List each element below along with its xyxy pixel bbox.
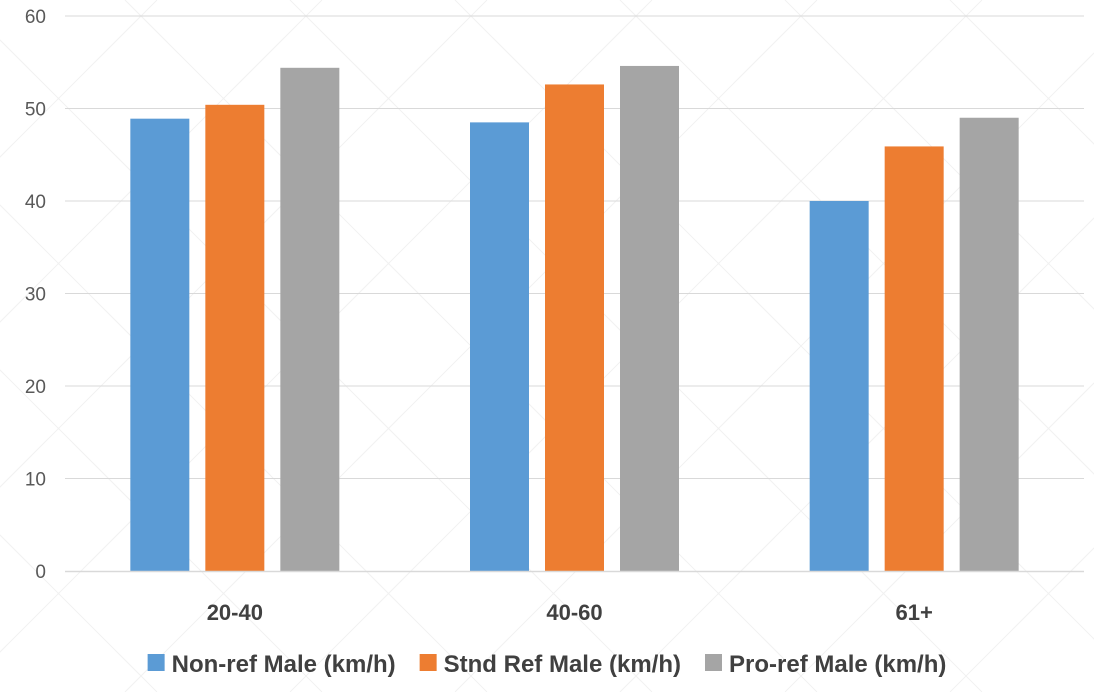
bar-pro-ref-61: [959, 117, 1019, 571]
x-tick-label: 61+: [896, 600, 933, 625]
y-tick-label: 30: [25, 285, 46, 306]
bg-diagonal: [0, 534, 158, 692]
bg-diagonal: [0, 369, 323, 692]
bg-diagonal: [949, 547, 1094, 692]
legend-swatch: [705, 654, 722, 671]
bg-diagonal: [454, 52, 1094, 692]
bar-non-ref-61: [809, 201, 869, 571]
y-axis-ticks: 0 10 20 30 40 50 60: [25, 7, 46, 583]
bar-stnd-61: [884, 146, 944, 572]
x-axis-categories: 20-40 40-60 61+: [207, 600, 933, 625]
y-tick-label: 20: [25, 377, 46, 398]
bg-diagonal: [784, 382, 1094, 692]
bg-diagonal: [949, 0, 1094, 145]
y-tick-label: 40: [25, 192, 46, 213]
y-tick-label: 50: [25, 100, 46, 121]
bar-non-ref-4060: [470, 122, 529, 571]
x-tick-label: 20-40: [207, 600, 263, 625]
legend-entry-label: Non-ref Male (km/h): [172, 651, 396, 678]
legend-entry-label: Stnd Ref Male (km/h): [444, 651, 681, 678]
legend-swatch: [147, 654, 165, 671]
bar-non-ref-2040: [130, 118, 190, 572]
legend: Non-ref Male (km/h) Stnd Ref Male (km/h) P…: [147, 651, 946, 678]
y-tick-label: 10: [25, 470, 46, 491]
bars: [130, 65, 1019, 572]
bg-diagonal: [0, 0, 158, 158]
y-tick-label: 0: [35, 562, 46, 583]
x-tick-label: 40-60: [546, 600, 602, 625]
bar-stnd-2040: [205, 104, 265, 572]
bar-pro-ref-2040: [280, 67, 340, 572]
bar-stnd-4060: [545, 84, 604, 571]
bar-pro-ref-4060: [620, 65, 679, 571]
legend-entry-label: Pro-ref Male (km/h): [729, 651, 946, 678]
y-tick-label: 60: [25, 7, 46, 28]
bg-diagonal: [784, 0, 1094, 310]
legend-swatch: [419, 654, 437, 671]
